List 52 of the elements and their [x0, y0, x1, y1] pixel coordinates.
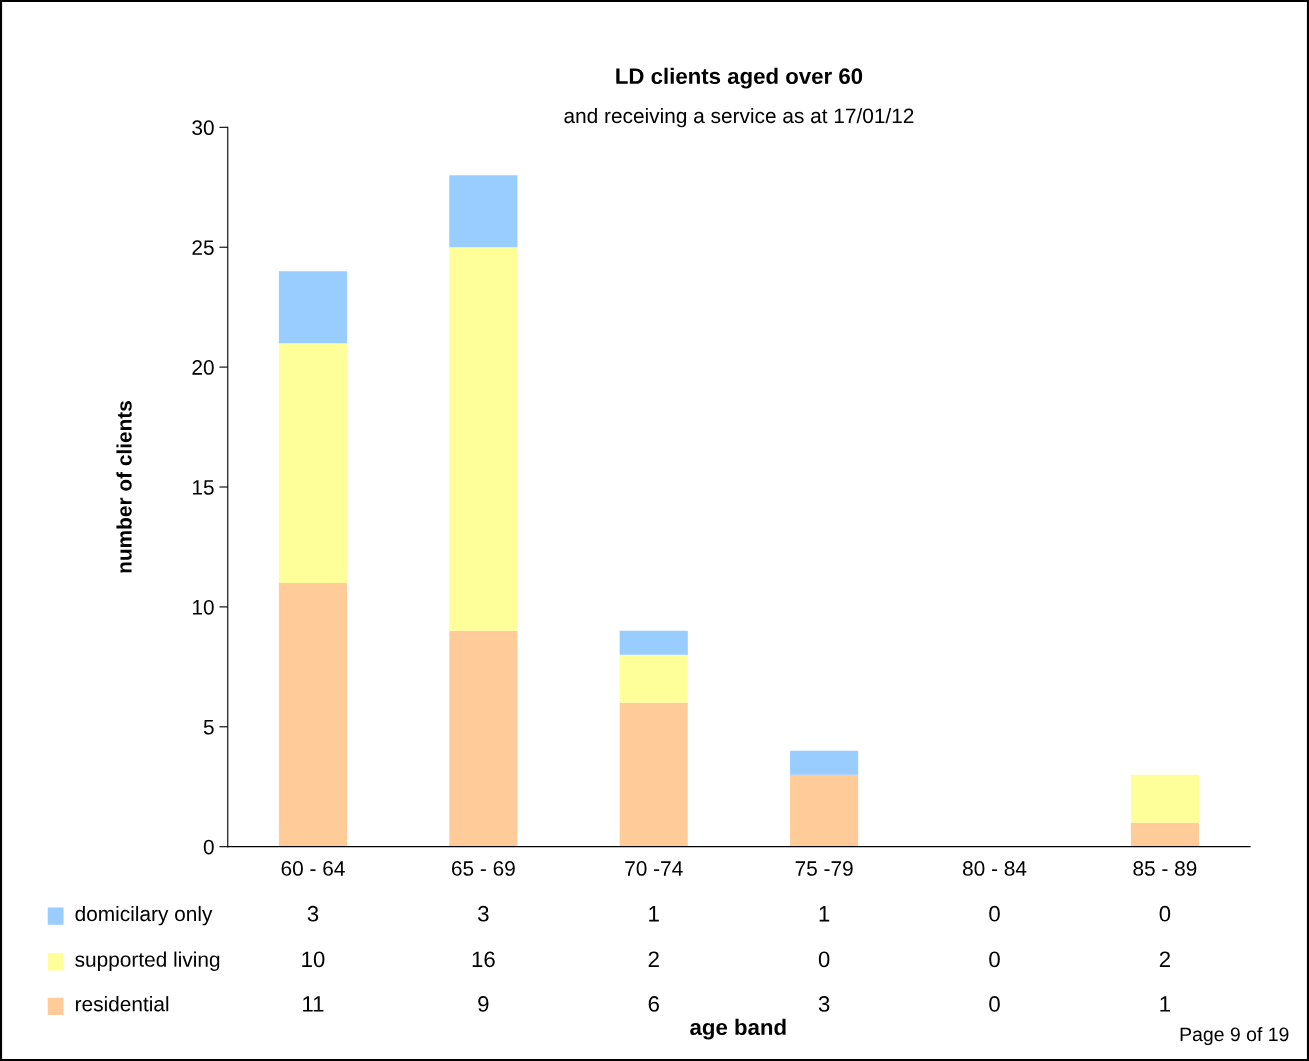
x-tick-label: 60 - 64	[281, 861, 345, 876]
y-tick-label: 10	[192, 599, 214, 615]
bar	[619, 702, 688, 847]
data-label: 2	[1159, 951, 1170, 968]
bar	[1130, 822, 1199, 847]
bar	[619, 654, 688, 703]
data-label: 2	[648, 951, 659, 968]
y-tick-label: 5	[203, 720, 214, 735]
bar	[278, 343, 348, 583]
data-label: 10	[302, 951, 325, 968]
data-label: 1	[649, 906, 659, 922]
x-tick-label: 80 - 84	[962, 861, 1027, 876]
legend-label: domicilary only	[75, 905, 213, 926]
x-tick-label: 70 -74	[625, 861, 683, 876]
chart-title: LD clients aged over 60	[616, 67, 863, 89]
bar	[619, 630, 688, 655]
bar	[790, 774, 859, 847]
data-label: 1	[819, 906, 830, 922]
data-label: 1	[1160, 996, 1170, 1012]
data-label: 0	[1159, 905, 1171, 922]
y-tick-label: 25	[192, 240, 214, 255]
data-label: 0	[989, 996, 1000, 1012]
bar	[1130, 774, 1199, 823]
bar	[278, 582, 348, 847]
data-label: 16	[472, 951, 495, 968]
y-tick-label: 0	[203, 839, 214, 855]
y-tick-label: 15	[192, 480, 214, 495]
data-label: 0	[989, 905, 1000, 922]
chart-subtitle: and receiving a service as at 17/01/12	[564, 107, 914, 128]
data-label: 0	[818, 951, 830, 968]
data-label: 3	[478, 905, 489, 922]
bar	[278, 271, 348, 344]
bar	[790, 750, 859, 775]
bar	[449, 247, 518, 631]
text: Page 9 of 19	[1180, 1026, 1289, 1046]
data-label: 11	[303, 996, 324, 1012]
x-tick-label: 75 -79	[795, 861, 853, 876]
y-tick-label: 30	[192, 120, 214, 136]
data-label: 3	[307, 905, 319, 922]
y-tick-label: 20	[192, 360, 214, 375]
legend-label: supported living	[75, 951, 220, 971]
text: age band	[690, 1018, 786, 1040]
bar	[449, 175, 518, 248]
data-label: 0	[989, 951, 1000, 968]
legend-label: residential	[76, 996, 169, 1012]
x-tick-label: 85 - 89	[1133, 861, 1197, 876]
x-tick-label: 65 - 69	[451, 861, 515, 876]
data-label: 9	[478, 996, 489, 1012]
y-axis-title: number of clients	[116, 401, 132, 573]
bar	[449, 630, 518, 847]
data-label: 3	[818, 996, 830, 1012]
data-label: 6	[648, 996, 659, 1012]
